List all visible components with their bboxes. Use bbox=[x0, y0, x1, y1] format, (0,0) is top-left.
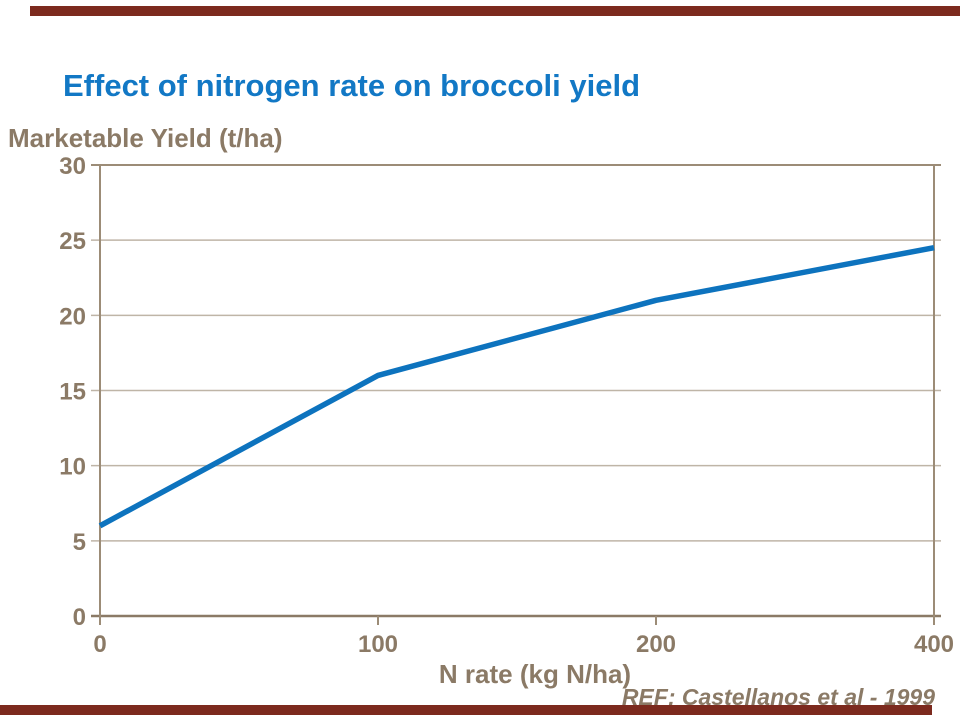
y-tick-label: 0 bbox=[73, 604, 86, 631]
y-axis-title: Marketable Yield (t/ha) bbox=[8, 123, 283, 153]
x-tick-label: 200 bbox=[636, 631, 676, 658]
x-axis-title: N rate (kg N/ha) bbox=[438, 659, 632, 689]
y-tick-label: 5 bbox=[73, 529, 86, 556]
y-tick-label: 10 bbox=[59, 454, 86, 481]
x-tick-label: 100 bbox=[358, 631, 398, 658]
yield-data-line bbox=[98, 244, 935, 529]
reference-citation: REF: Castellanos et al - 1999 bbox=[621, 684, 935, 710]
y-tick-label: 15 bbox=[59, 379, 86, 406]
y-tick-label: 25 bbox=[59, 228, 86, 255]
x-tick-label: 400 bbox=[914, 631, 954, 658]
y-tick-label: 30 bbox=[59, 153, 86, 180]
top-accent-bar bbox=[30, 6, 960, 16]
chart-title: Effect of nitrogen rate on broccoli yiel… bbox=[63, 68, 641, 103]
y-tick-label: 20 bbox=[59, 303, 86, 330]
bottom-accent-bar bbox=[0, 705, 932, 715]
x-tick-label: 0 bbox=[93, 631, 106, 658]
